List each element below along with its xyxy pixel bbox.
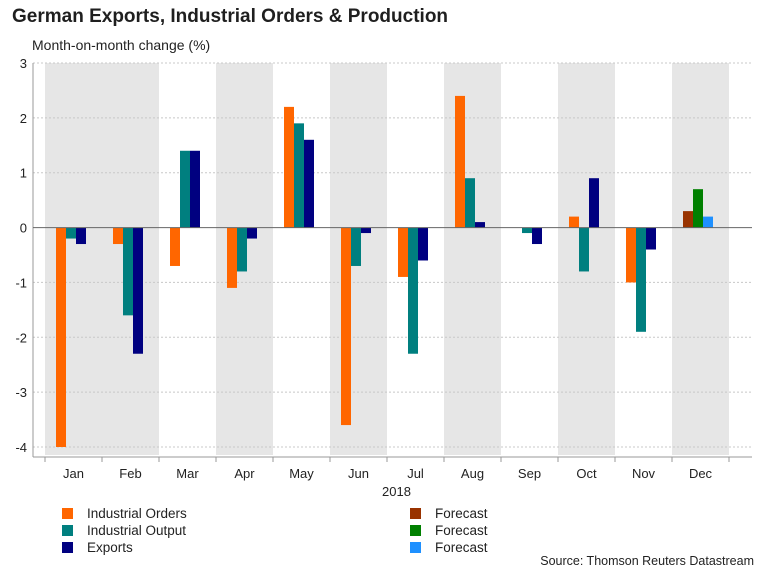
- legend-item-exports: Exports: [62, 539, 187, 556]
- bar-industrial-output-jun: [351, 227, 361, 266]
- legend-item-industrial-orders: Industrial Orders: [62, 505, 187, 522]
- source-note: Source: Thomson Reuters Datastream: [540, 554, 754, 568]
- bar-forecast-dec: [703, 216, 713, 228]
- x-tick-label-dec: Dec: [689, 466, 713, 481]
- x-tick-label-mar: Mar: [176, 466, 199, 481]
- bar-industrial-orders-mar: [170, 227, 180, 266]
- legend-forecasts: Forecast Forecast Forecast: [410, 505, 488, 556]
- x-tick-label-jan: Jan: [63, 466, 84, 481]
- bar-industrial-orders-jan: [56, 227, 66, 447]
- bar-industrial-output-jul: [408, 227, 418, 354]
- bar-industrial-output-nov: [636, 227, 646, 332]
- chart-subtitle: Month-on-month change (%): [32, 37, 211, 53]
- bar-industrial-output-may: [294, 123, 304, 228]
- bar-industrial-orders-jun: [341, 227, 351, 426]
- x-tick-label-jul: Jul: [407, 466, 424, 481]
- x-tick-label-aug: Aug: [461, 466, 484, 481]
- bar-exports-oct: [589, 178, 599, 228]
- bar-industrial-output-sep: [522, 227, 532, 234]
- legend-swatch: [62, 525, 73, 536]
- y-tick-label: 0: [20, 221, 27, 236]
- bar-exports-jul: [418, 227, 428, 261]
- x-tick-label-jun: Jun: [348, 466, 369, 481]
- x-axis-title: 2018: [382, 484, 411, 499]
- x-tick-label-sep: Sep: [518, 466, 541, 481]
- legend-item-forecast-orders: Forecast: [410, 505, 488, 522]
- bar-exports-feb: [133, 227, 143, 354]
- chart-title: German Exports, Industrial Orders & Prod…: [12, 6, 449, 27]
- shade-band-aug: [444, 63, 501, 455]
- x-tick-label-nov: Nov: [632, 466, 656, 481]
- bar-industrial-output-aug: [465, 178, 475, 228]
- bar-exports-nov: [646, 227, 656, 250]
- x-tick-label-feb: Feb: [119, 466, 141, 481]
- legend-label: Forecast: [435, 506, 488, 521]
- bar-industrial-orders-jul: [398, 227, 408, 277]
- bar-forecast-dec: [683, 211, 693, 228]
- bar-exports-apr: [247, 227, 257, 239]
- legend-item-industrial-output: Industrial Output: [62, 522, 187, 539]
- y-tick-label: 3: [20, 56, 27, 71]
- legend-swatch: [62, 508, 73, 519]
- legend-swatch: [410, 542, 421, 553]
- x-tick-label-oct: Oct: [576, 466, 597, 481]
- bar-industrial-output-oct: [579, 227, 589, 272]
- legend-item-forecast-exports: Forecast: [410, 539, 488, 556]
- legend-swatch: [62, 542, 73, 553]
- y-tick-label: -2: [15, 330, 27, 345]
- x-tick-label-may: May: [289, 466, 314, 481]
- bar-industrial-orders-oct: [569, 216, 579, 228]
- x-tick-label-apr: Apr: [234, 466, 255, 481]
- bar-exports-jan: [76, 227, 86, 245]
- bar-exports-jun: [361, 227, 371, 234]
- bar-industrial-output-jan: [66, 227, 76, 239]
- bar-industrial-output-mar: [180, 150, 190, 228]
- bar-industrial-output-apr: [237, 227, 247, 272]
- y-tick-label: 1: [20, 166, 27, 181]
- legend-label: Exports: [87, 540, 133, 555]
- bar-industrial-orders-feb: [113, 227, 123, 245]
- legend-item-forecast-output: Forecast: [410, 522, 488, 539]
- legend-actuals: Industrial Orders Industrial Output Expo…: [62, 505, 187, 556]
- bar-industrial-orders-apr: [227, 227, 237, 288]
- bar-forecast-dec: [693, 189, 703, 228]
- bar-industrial-output-feb: [123, 227, 133, 316]
- y-tick-label: 2: [20, 111, 27, 126]
- legend-swatch: [410, 508, 421, 519]
- legend-label: Industrial Output: [87, 523, 187, 538]
- bar-industrial-orders-aug: [455, 95, 465, 228]
- shade-band-dec: [672, 63, 729, 455]
- legend-label: Forecast: [435, 523, 488, 538]
- bar-exports-mar: [190, 150, 200, 228]
- bar-industrial-orders-may: [284, 106, 294, 228]
- legend-swatch: [410, 525, 421, 536]
- bar-exports-sep: [532, 227, 542, 245]
- bar-industrial-orders-nov: [626, 227, 636, 283]
- y-tick-label: -4: [15, 440, 27, 455]
- y-tick-label: -3: [15, 385, 27, 400]
- y-tick-label: -1: [15, 275, 27, 290]
- bar-exports-may: [304, 139, 314, 228]
- legend-label: Industrial Orders: [87, 506, 187, 521]
- legend-label: Forecast: [435, 540, 488, 555]
- shade-band-jan: [45, 63, 102, 455]
- bar-exports-aug: [475, 222, 485, 228]
